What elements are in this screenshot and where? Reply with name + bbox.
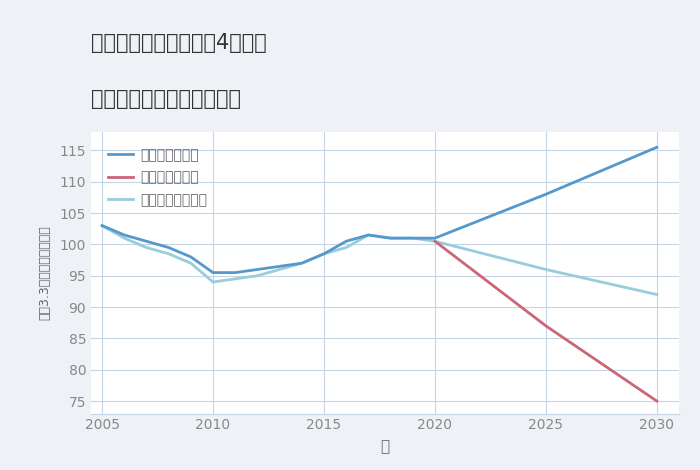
グッドシナリオ	[253, 266, 262, 272]
ノーマルシナリオ	[253, 273, 262, 279]
Line: グッドシナリオ: グッドシナリオ	[102, 147, 657, 273]
ノーマルシナリオ	[209, 279, 217, 285]
グッドシナリオ	[231, 270, 239, 275]
Text: 中古マンションの価格推移: 中古マンションの価格推移	[91, 89, 241, 110]
グッドシナリオ	[98, 223, 106, 228]
ノーマルシナリオ	[142, 245, 150, 251]
グッドシナリオ	[652, 144, 661, 150]
Text: 三重県名張市桔梗が丘4番町の: 三重県名張市桔梗が丘4番町の	[91, 33, 267, 53]
ノーマルシナリオ	[275, 266, 284, 272]
ノーマルシナリオ	[98, 223, 106, 228]
ノーマルシナリオ	[386, 235, 395, 241]
グッドシナリオ	[320, 251, 328, 257]
バッドシナリオ	[652, 398, 661, 404]
グッドシナリオ	[120, 232, 129, 238]
ノーマルシナリオ	[120, 235, 129, 241]
グッドシナリオ	[142, 238, 150, 244]
Line: バッドシナリオ: バッドシナリオ	[435, 241, 657, 401]
X-axis label: 年: 年	[380, 439, 390, 454]
グッドシナリオ	[187, 254, 195, 260]
ノーマルシナリオ	[364, 232, 372, 238]
Line: ノーマルシナリオ: ノーマルシナリオ	[102, 226, 657, 295]
ノーマルシナリオ	[231, 276, 239, 282]
ノーマルシナリオ	[542, 266, 550, 272]
ノーマルシナリオ	[409, 235, 417, 241]
ノーマルシナリオ	[342, 245, 351, 251]
グッドシナリオ	[342, 238, 351, 244]
ノーマルシナリオ	[164, 251, 173, 257]
グッドシナリオ	[164, 245, 173, 251]
Legend: グッドシナリオ, バッドシナリオ, ノーマルシナリオ: グッドシナリオ, バッドシナリオ, ノーマルシナリオ	[104, 144, 211, 211]
Y-axis label: 坪（3.3㎡）単価（万円）: 坪（3.3㎡）単価（万円）	[38, 225, 51, 320]
ノーマルシナリオ	[187, 260, 195, 266]
ノーマルシナリオ	[298, 260, 306, 266]
グッドシナリオ	[364, 232, 372, 238]
ノーマルシナリオ	[430, 238, 439, 244]
グッドシナリオ	[275, 264, 284, 269]
グッドシナリオ	[298, 260, 306, 266]
グッドシナリオ	[542, 191, 550, 197]
グッドシナリオ	[409, 235, 417, 241]
バッドシナリオ	[542, 323, 550, 329]
グッドシナリオ	[209, 270, 217, 275]
ノーマルシナリオ	[320, 251, 328, 257]
ノーマルシナリオ	[652, 292, 661, 298]
バッドシナリオ	[430, 238, 439, 244]
グッドシナリオ	[386, 235, 395, 241]
グッドシナリオ	[430, 235, 439, 241]
